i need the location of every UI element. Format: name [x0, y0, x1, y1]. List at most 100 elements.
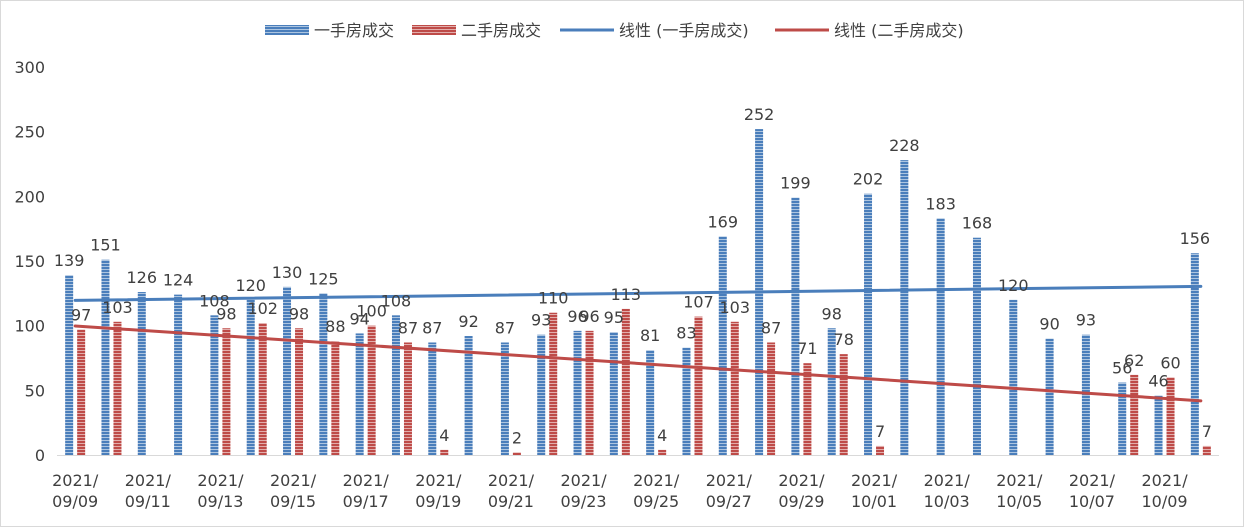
data-label-secondary: 97 [71, 306, 91, 325]
legend-swatch [265, 25, 309, 35]
x-tick-label: 09/19 [415, 492, 461, 511]
data-label-primary: 93 [531, 311, 551, 330]
data-label-primary: 139 [54, 251, 85, 270]
y-tick-label: 150 [14, 252, 45, 271]
bar-primary [791, 197, 800, 456]
x-tick-label: 10/09 [1141, 492, 1187, 511]
data-label-secondary: 7 [875, 422, 885, 441]
x-tick-label: 09/17 [343, 492, 389, 511]
bar-secondary [440, 449, 449, 455]
trendline-secondary [73, 324, 1203, 403]
legend-label: 线性 (二手房成交) [834, 21, 964, 40]
x-tick-label: 2021/ [125, 471, 172, 490]
x-tick-label: 2021/ [415, 471, 462, 490]
bar-primary [65, 275, 74, 455]
data-label-primary: 108 [381, 291, 412, 310]
bar-primary [464, 336, 473, 455]
data-label-secondary: 100 [356, 302, 387, 321]
x-tick-label: 09/21 [488, 492, 534, 511]
bar-secondary [658, 449, 667, 455]
data-label-primary: 124 [163, 271, 194, 290]
data-label-secondary: 71 [797, 339, 817, 358]
data-label-primary: 108 [199, 291, 230, 310]
x-tick-label: 2021/ [851, 471, 898, 490]
x-tick-label: 2021/ [633, 471, 680, 490]
bar-secondary [1202, 445, 1211, 455]
bar-primary [1118, 382, 1127, 455]
data-label-primary: 90 [1039, 315, 1059, 334]
bar-primary [827, 328, 836, 455]
data-label-primary: 96 [567, 307, 587, 326]
bar-primary [391, 315, 400, 455]
data-label-secondary: 7 [1202, 422, 1212, 441]
bar-primary [646, 350, 655, 455]
x-tick-label: 09/15 [270, 492, 316, 511]
x-tick-label: 09/13 [197, 492, 243, 511]
x-tick-label: 10/01 [851, 492, 897, 511]
bar-primary [101, 259, 110, 455]
data-label-secondary: 110 [538, 289, 569, 308]
bar-primary [864, 193, 873, 455]
x-tick-label: 09/25 [633, 492, 679, 511]
bar-secondary [694, 316, 703, 455]
data-label-secondary: 98 [216, 304, 236, 323]
data-label-primary: 46 [1148, 372, 1168, 391]
data-label-primary: 252 [744, 105, 775, 124]
data-label-secondary: 87 [761, 318, 781, 337]
x-tick-label: 09/11 [125, 492, 171, 511]
y-tick-label: 200 [14, 187, 45, 206]
bar-primary [355, 333, 364, 455]
y-tick-label: 250 [14, 123, 45, 142]
x-tick-label: 09/27 [706, 492, 752, 511]
data-label-secondary: 88 [325, 317, 345, 336]
data-label-primary: 87 [495, 318, 515, 337]
x-tick-label: 2021/ [1069, 471, 1116, 490]
legend-label: 一手房成交 [314, 21, 394, 40]
data-label-secondary: 96 [579, 307, 599, 326]
x-tick-label: 09/29 [778, 492, 824, 511]
bar-primary [210, 315, 219, 455]
data-label-secondary: 2 [512, 428, 522, 447]
data-label-secondary: 102 [247, 299, 278, 318]
data-label-secondary: 4 [439, 426, 449, 445]
bar-secondary [585, 330, 594, 455]
data-label-secondary: 103 [720, 298, 751, 317]
x-tick-label: 2021/ [996, 471, 1043, 490]
x-tick-label: 10/07 [1069, 492, 1115, 511]
bar-primary [1045, 338, 1054, 455]
bar-primary [573, 330, 582, 455]
data-label-secondary: 103 [102, 298, 133, 317]
data-label-primary: 98 [822, 304, 842, 323]
data-label-primary: 93 [1076, 311, 1096, 330]
x-tick-label: 2021/ [560, 471, 607, 490]
data-label-primary: 151 [90, 236, 121, 255]
data-label-primary: 202 [853, 170, 884, 189]
bar-secondary [1130, 374, 1139, 455]
data-label-primary: 87 [422, 318, 442, 337]
bar-secondary [77, 329, 86, 455]
data-label-secondary: 60 [1160, 353, 1180, 372]
bar-secondary [876, 445, 885, 455]
x-tick-label: 2021/ [924, 471, 971, 490]
trendline-primary [73, 284, 1203, 302]
bar-secondary [258, 323, 267, 455]
data-label-secondary: 113 [611, 285, 642, 304]
bar-secondary [1166, 377, 1175, 455]
x-tick-label: 10/03 [924, 492, 970, 511]
data-label-primary: 168 [962, 214, 993, 233]
bar-primary [137, 292, 146, 455]
bar-secondary [767, 342, 776, 455]
legend-label: 线性 (一手房成交) [619, 21, 749, 40]
x-tick-label: 2021/ [197, 471, 244, 490]
x-tick-label: 2021/ [1141, 471, 1188, 490]
x-tick-label: 2021/ [52, 471, 99, 490]
bar-primary [972, 237, 981, 455]
data-label-primary: 95 [604, 308, 624, 327]
data-label-primary: 183 [925, 194, 956, 213]
data-label-secondary: 4 [657, 426, 667, 445]
x-tick-label: 2021/ [706, 471, 753, 490]
data-label-primary: 83 [676, 324, 696, 343]
bar-primary [283, 286, 292, 455]
x-tick-label: 2021/ [488, 471, 535, 490]
